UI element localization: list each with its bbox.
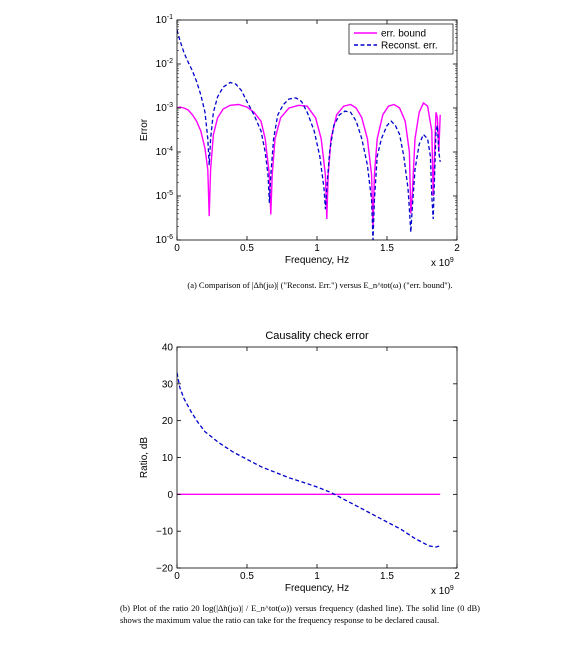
y-tick-label: 40 [162,343,174,354]
plot-area [177,372,441,548]
y-axis-label: Error [139,118,150,141]
x-tick-label: 0.5 [240,571,254,582]
y-tick-label: 30 [162,379,174,390]
x-multiplier-label: x 109 [431,585,454,597]
plot-area [177,29,441,240]
error-log-chart: 0 0.5 1 1.5 2 10-6 10-5 10-4 10-3 10-2 10-1 Frequen… [139,14,460,269]
caption-b: (b) Plot of the ratio 20 log(|Δ̃n(jω)| /… [120,603,480,625]
series-line-ratio-dashed [177,372,441,548]
y-axis-label: Ratio, dB [139,437,150,478]
x-multiplier-label: x 109 [431,257,454,269]
y-tick-label: 10 [162,453,174,464]
legend-entry: err. bound [381,29,426,40]
y-tick-label: 10-3 [156,102,173,114]
y-tick-label: −20 [156,564,173,575]
legend-box [348,23,454,55]
axes-frame [176,346,458,569]
x-tick-label: 1.5 [380,243,394,254]
x-tick-label: 1 [314,243,320,254]
x-tick-label: 0 [174,243,180,254]
y-tick-label: 10-6 [156,234,173,246]
y-tick-label: 10-2 [156,58,173,70]
series-line-err-bound [177,101,441,227]
x-axis-label: Frequency, Hz [285,255,349,266]
y-tick-label: 0 [167,490,173,501]
y-tick-label: −10 [156,527,173,538]
x-axis-label: Frequency, Hz [285,583,349,594]
x-tick-label: 1.5 [380,571,394,582]
chart-title: Causality check error [265,330,369,342]
x-tick-label: 0.5 [240,243,254,254]
y-tick-label: 20 [162,416,174,427]
x-tick-label: 1 [314,571,320,582]
causality-ratio-chart: 0 0.5 1 1.5 2 −20 −10 0 10 20 30 40 Frequency, Hz Rat… [139,330,460,597]
y-tick-label: 10-1 [156,14,173,26]
legend-entry: Reconst. err. [381,41,438,52]
caption-a: (a) Comparison of |Δ̃n(jω)| ("Reconst. E… [187,280,453,290]
x-tick-label: 2 [454,571,460,582]
series-line-reconst-err- [177,29,441,240]
x-tick-label: 0 [174,571,180,582]
y-tick-label: 10-5 [156,190,173,202]
x-tick-label: 2 [454,243,460,254]
y-tick-label: 10-4 [156,146,173,158]
